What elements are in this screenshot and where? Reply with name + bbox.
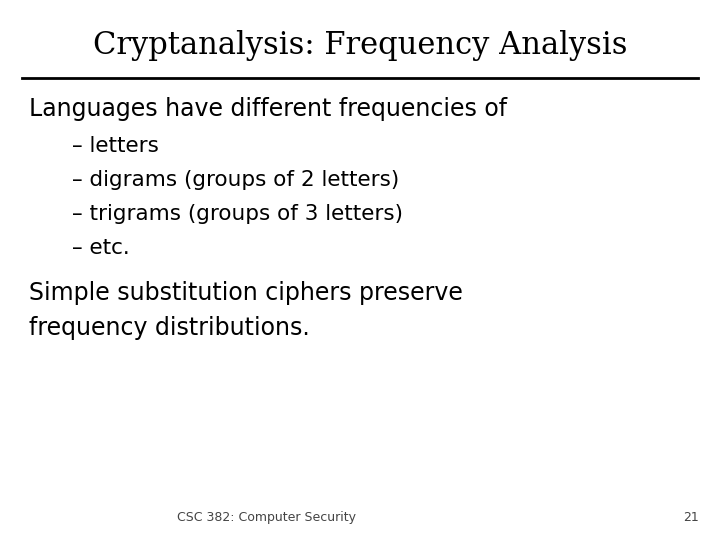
Text: Languages have different frequencies of: Languages have different frequencies of xyxy=(29,97,507,121)
Text: Simple substitution ciphers preserve: Simple substitution ciphers preserve xyxy=(29,281,463,305)
Text: – etc.: – etc. xyxy=(72,238,130,258)
Text: CSC 382: Computer Security: CSC 382: Computer Security xyxy=(177,511,356,524)
Text: – trigrams (groups of 3 letters): – trigrams (groups of 3 letters) xyxy=(72,204,403,224)
Text: – digrams (groups of 2 letters): – digrams (groups of 2 letters) xyxy=(72,170,400,190)
Text: Cryptanalysis: Frequency Analysis: Cryptanalysis: Frequency Analysis xyxy=(93,30,627,60)
Text: frequency distributions.: frequency distributions. xyxy=(29,316,310,340)
Text: 21: 21 xyxy=(683,511,698,524)
Text: – letters: – letters xyxy=(72,136,159,156)
